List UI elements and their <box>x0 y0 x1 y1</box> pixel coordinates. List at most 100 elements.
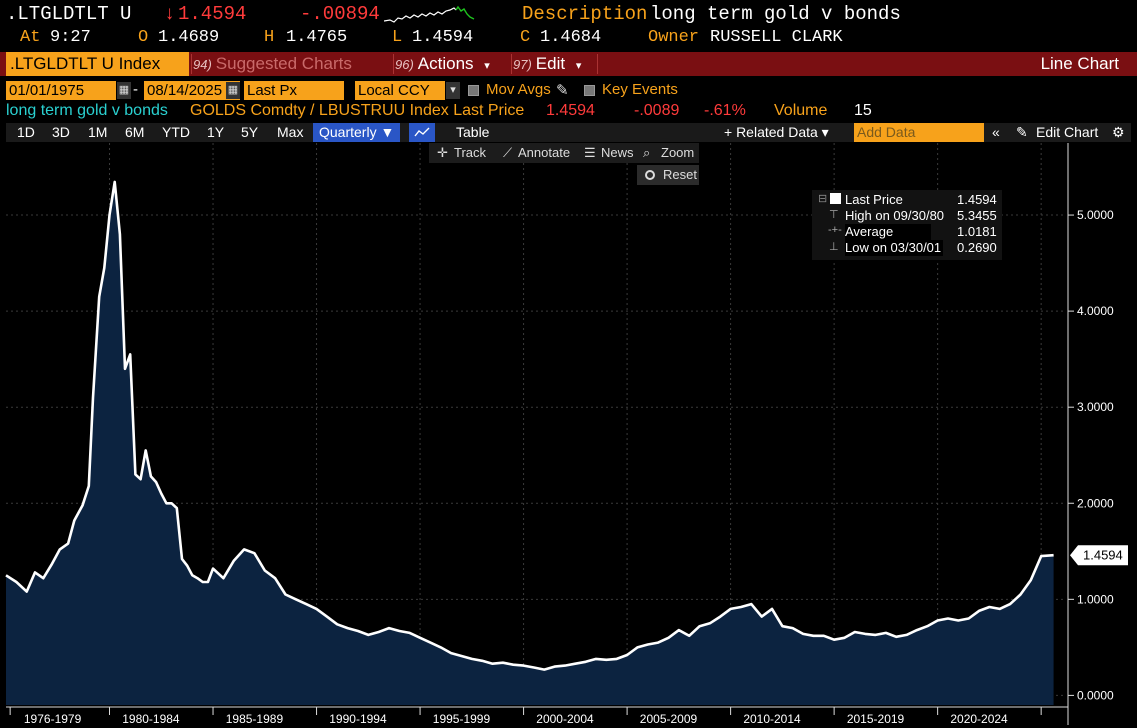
y-tick-label: 4.0000 <box>1077 304 1114 318</box>
currency-selector[interactable]: Local CCY <box>355 81 445 100</box>
security-change: -.0089 <box>634 102 680 119</box>
y-tick-label: 3.0000 <box>1077 400 1114 414</box>
owner-label: Owner <box>648 28 700 47</box>
annotate-icon: ⟋ <box>503 145 513 160</box>
field-selector[interactable]: Last Px <box>244 81 344 100</box>
y-tick-label: 5.0000 <box>1077 208 1114 222</box>
suggested-charts-button[interactable]: 94) Suggested Charts <box>193 52 391 76</box>
collapse-icon[interactable]: « <box>992 124 1000 140</box>
security-pct: -.61% <box>704 102 746 119</box>
reset-label: Reset <box>663 167 697 182</box>
calendar-icon[interactable]: ▦ <box>226 82 240 99</box>
x-tick-label: 1995-1999 <box>433 712 491 726</box>
suggested-label: Suggested Charts <box>215 54 352 73</box>
chevron-down-icon: ▾ <box>575 60 582 72</box>
last-price-tag <box>1070 545 1128 566</box>
add-data-input[interactable]: Add Data <box>854 123 984 142</box>
period-max[interactable]: Max <box>277 124 304 140</box>
sparkline <box>384 5 475 23</box>
series-swatch <box>830 193 841 204</box>
related-data-button[interactable]: + Related Data ▾ <box>724 124 829 140</box>
chevron-down-icon[interactable]: ▾ <box>446 82 460 99</box>
y-tick-label: 2.0000 <box>1077 496 1114 510</box>
crosshair-icon: ✛ <box>437 145 448 160</box>
date-separator: - <box>133 81 138 98</box>
zoom-icon: ⌕ <box>643 145 651 160</box>
series-line <box>5 180 1054 671</box>
legend-last-value: 1.4594 <box>957 192 997 207</box>
high-label: H <box>264 28 275 47</box>
period-3d[interactable]: 3D <box>52 124 70 140</box>
y-tick-label: 0.0000 <box>1077 688 1114 702</box>
news-button[interactable]: News <box>601 145 634 160</box>
x-tick-label: 2020-2024 <box>950 712 1008 726</box>
actions-label: Actions <box>417 54 474 73</box>
reset-button[interactable]: Reset <box>637 165 699 185</box>
start-date-field[interactable]: 01/01/1975 <box>6 81 116 100</box>
track-button[interactable]: Track <box>454 145 487 160</box>
period-ytd[interactable]: YTD <box>162 124 190 140</box>
edit-num: 97) <box>513 57 532 72</box>
pencil-icon[interactable]: ✎ <box>556 82 569 99</box>
date-range-row: 01/01/1975 ▦ - 08/14/2025 ▦ Last Px Loca… <box>0 81 1137 101</box>
low-value: 1.4594 <box>412 28 474 47</box>
key-events-checkbox[interactable] <box>584 85 595 96</box>
low-label: L <box>392 28 403 47</box>
end-date-field[interactable]: 08/14/2025 <box>144 81 240 100</box>
legend-low-label: Low on 03/30/01 <box>845 240 944 256</box>
table-button[interactable]: Table <box>456 124 490 140</box>
quote-time: 9:27 <box>50 28 91 47</box>
x-tick-label: 2000-2004 <box>536 712 594 726</box>
down-arrow-icon: ↓ <box>164 3 176 25</box>
last-price-tag-label: 1.4594 <box>1083 548 1123 563</box>
high-marker-icon: ⊤ <box>829 209 839 221</box>
legend-low-value: 0.2690 <box>957 240 997 255</box>
owner-value: RUSSELL CLARK <box>710 28 843 47</box>
suggested-num: 94) <box>193 57 212 72</box>
quote-row: .LTGLDTLT U ↓ 1.4594 -.00894 Description… <box>0 3 1137 27</box>
period-6m[interactable]: 6M <box>125 124 145 140</box>
key-events-label: Key Events <box>602 81 678 98</box>
legend-average-value: 1.0181 <box>957 224 997 239</box>
edit-label: Edit <box>535 54 566 73</box>
line-chart-icon[interactable] <box>409 123 435 142</box>
ticker-field[interactable]: .LTGLDTLT U Index <box>6 52 189 76</box>
at-label: At <box>20 28 41 47</box>
chart-tools-bar: ✛ Track ⟋ Annotate ☰ News ⌕ Zoom <box>429 143 699 163</box>
chart-legend[interactable]: ⊟ Last Price 1.4594 ⊤ High on 09/30/80 5… <box>812 190 1002 260</box>
command-bar: .LTGLDTLT U Index 94) Suggested Charts 96… <box>0 52 1137 76</box>
period-1y[interactable]: 1Y <box>207 124 225 140</box>
gear-icon[interactable]: ⚙ <box>1112 124 1125 140</box>
legend-high-value: 5.3455 <box>957 208 997 223</box>
x-tick-label: 2010-2014 <box>743 712 801 726</box>
reset-icon <box>645 170 655 180</box>
period-5y[interactable]: 5Y <box>241 124 259 140</box>
actions-num: 96) <box>395 57 414 72</box>
frequency-selector[interactable]: Quarterly ▼ <box>313 123 401 142</box>
x-tick-label: 1980-1984 <box>122 712 180 726</box>
zoom-button[interactable]: Zoom <box>661 145 695 160</box>
volume-value: 15 <box>854 102 872 119</box>
calendar-icon[interactable]: ▦ <box>117 82 131 99</box>
price-chart[interactable]: 0.0000 1.0000 2.0000 3.0000 4.0000 5.0000 1.45… <box>0 143 1137 728</box>
pencil-icon[interactable]: ✎ <box>1016 124 1028 140</box>
collapse-icon[interactable]: ⊟ <box>818 193 828 205</box>
edit-chart-button[interactable]: Edit Chart <box>1036 124 1099 140</box>
close-value: 1.4684 <box>540 28 602 47</box>
legend-high-label: High on 09/30/80 <box>845 208 945 223</box>
chevron-down-icon: ▾ <box>484 60 490 72</box>
edit-menu[interactable]: 97) Edit ▾ <box>513 52 595 76</box>
ohlc-row: At 9:27 O 1.4689 H 1.4765 L 1.4594 C 1.4… <box>0 28 1137 50</box>
security-formula: GOLDS Comdty / LBUSTRUU Index Last Price <box>190 102 525 119</box>
period-1m[interactable]: 1M <box>88 124 108 140</box>
x-tick-label: 2005-2009 <box>640 712 698 726</box>
description-value: long term gold v bonds <box>650 3 901 25</box>
ticker: .LTGLDTLT U <box>6 3 132 25</box>
period-1d[interactable]: 1D <box>17 124 35 140</box>
open-value: 1.4689 <box>158 28 220 47</box>
annotate-button[interactable]: Annotate <box>518 145 571 160</box>
high-value: 1.4765 <box>286 28 348 47</box>
mov-avgs-checkbox[interactable] <box>468 85 479 96</box>
low-marker-icon: ⊥ <box>829 241 839 253</box>
actions-menu[interactable]: 96) Actions ▾ <box>395 52 509 76</box>
